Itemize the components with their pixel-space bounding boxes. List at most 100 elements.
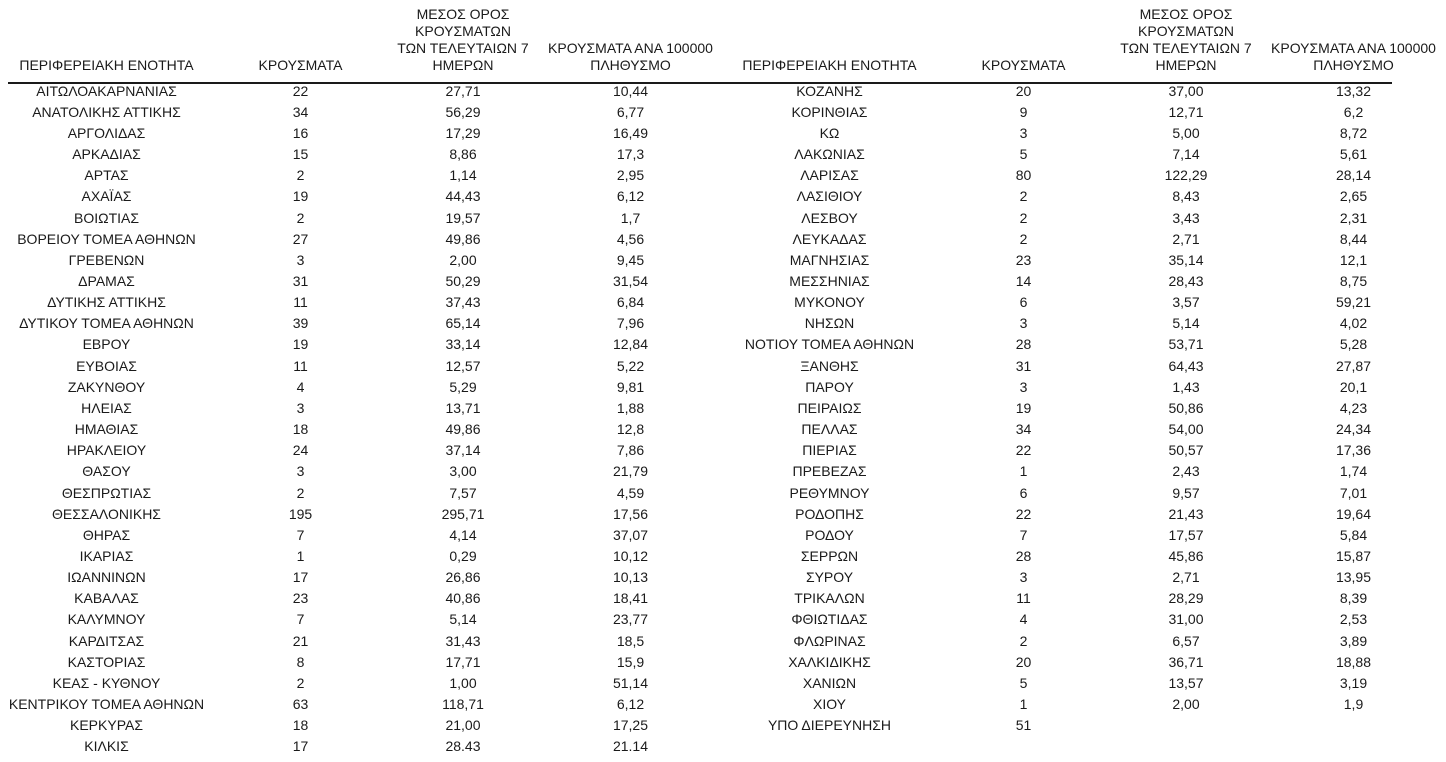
value-cell: 18,41 xyxy=(612,590,649,607)
value-cell: 4,59 xyxy=(616,484,645,501)
value-cell: 22 xyxy=(1015,505,1032,522)
value-cell: 2 xyxy=(1019,188,1028,205)
column-header-label: ΚΡΟΥΣΜΑΤΑ xyxy=(981,57,1066,73)
value-cell: 16,49 xyxy=(612,124,649,141)
value-cell: 5,84 xyxy=(1339,526,1368,543)
region-name-cell: ΚΕΝΤΡΙΚΟΥ ΤΟΜΕΑ ΑΘΗΝΩΝ xyxy=(8,696,205,713)
value-cell: 7,14 xyxy=(1172,146,1200,163)
column-header-cases: ΚΡΟΥΣΜΑΤΑ xyxy=(213,0,388,80)
column-header-label: ΚΡΟΥΣΜΑΤΑ ΑΝΑ 100000 ΠΛΗΘΥΣΜΟ xyxy=(548,40,713,73)
value-cell: 6,57 xyxy=(1172,632,1200,649)
value-cell: 7 xyxy=(1019,526,1028,543)
value-cell: 122,29 xyxy=(1164,167,1208,184)
value-cell: 5,14 xyxy=(1172,315,1200,332)
value-cell: 3 xyxy=(1019,569,1028,586)
column-header-region: ΠΕΡΙΦΕΡΕΙΑΚΗ ΕΝΟΤΗΤΑ xyxy=(0,0,213,80)
value-cell: 80 xyxy=(1015,167,1032,184)
region-name-cell: ΡΟΔΟΠΗΣ xyxy=(795,505,864,522)
value-cell: 5 xyxy=(1019,146,1028,163)
value-cell: 53,71 xyxy=(1168,336,1204,353)
value-cell: 7,01 xyxy=(1339,484,1368,501)
value-cell: 54,00 xyxy=(1168,421,1204,438)
value-cell: 7 xyxy=(296,526,305,543)
value-cell: 51,14 xyxy=(612,674,649,691)
column-header-label: ΜΕΣΟΣ ΟΡΟΣ ΚΡΟΥΣΜΑΤΩΝ ΤΩΝ ΤΕΛΕΥΤΑΙΩΝ 7 Η… xyxy=(397,6,529,73)
region-name-cell: ΑΡΚΑΔΙΑΣ xyxy=(72,146,141,163)
value-cell: 2 xyxy=(296,674,305,691)
value-cell: 21,00 xyxy=(445,717,481,734)
value-cell: 17 xyxy=(292,569,309,586)
value-cell: 19 xyxy=(292,336,309,353)
value-cell: 24 xyxy=(292,442,309,459)
value-cell: 118,71 xyxy=(442,696,484,713)
value-cell: 2 xyxy=(1019,209,1028,226)
value-cell: 21,43 xyxy=(1168,505,1204,522)
value-cell: 17,36 xyxy=(1335,442,1372,459)
value-cell: 20 xyxy=(1015,653,1032,670)
value-cell: 22 xyxy=(1015,442,1032,459)
value-cell: 31,43 xyxy=(445,632,481,649)
region-name-cell: ΚΑΒΑΛΑΣ xyxy=(74,590,139,607)
value-cell: 18 xyxy=(292,421,309,438)
value-cell: 3,89 xyxy=(1339,632,1368,649)
value-cell: 34 xyxy=(292,103,309,120)
region-name-cell: ΣΕΡΡΩΝ xyxy=(800,548,859,565)
value-cell: 6 xyxy=(1019,294,1028,311)
column-header-region: ΠΕΡΙΦΕΡΕΙΑΚΗ ΕΝΟΤΗΤΑ xyxy=(723,0,936,80)
region-name-cell: ΠΕΛΛΑΣ xyxy=(801,421,858,438)
column-header-7day-average: ΜΕΣΟΣ ΟΡΟΣ ΚΡΟΥΣΜΑΤΩΝ ΤΩΝ ΤΕΛΕΥΤΑΙΩΝ 7 Η… xyxy=(1111,0,1261,80)
value-cell: 3 xyxy=(296,463,305,480)
value-cell: 12,8 xyxy=(616,421,645,438)
region-name-cell: ΚΑΡΔΙΤΣΑΣ xyxy=(68,632,145,649)
value-cell: 28 xyxy=(1015,548,1032,565)
value-cell: 26,86 xyxy=(445,569,481,586)
region-name-cell: ΡΕΘΥΜΝΟΥ xyxy=(789,484,870,501)
value-cell: 21.14 xyxy=(612,738,649,755)
column-header-7day-average: ΜΕΣΟΣ ΟΡΟΣ ΚΡΟΥΣΜΑΤΩΝ ΤΩΝ ΤΕΛΕΥΤΑΙΩΝ 7 Η… xyxy=(388,0,538,80)
value-cell: 2 xyxy=(296,484,305,501)
region-name-cell: ΛΕΣΒΟΥ xyxy=(801,209,858,226)
region-name-cell: ΞΑΝΘΗΣ xyxy=(800,357,859,374)
value-cell: 5,61 xyxy=(1339,146,1368,163)
value-cell: 23 xyxy=(1015,251,1032,268)
column-header-cases: ΚΡΟΥΣΜΑΤΑ xyxy=(936,0,1111,80)
region-name-cell: ΚΩ xyxy=(819,124,840,141)
region-name-cell: ΚΕΑΣ - ΚΥΘΝΟΥ xyxy=(52,674,161,691)
value-cell: 50,86 xyxy=(1168,399,1204,416)
value-cell: 3,00 xyxy=(449,463,477,480)
region-name-cell: ΒΟΡΕΙΟΥ ΤΟΜΕΑ ΑΘΗΝΩΝ xyxy=(17,230,196,247)
header-underline xyxy=(8,82,1392,84)
region-name-cell: ΛΑΚΩΝΙΑΣ xyxy=(794,146,865,163)
region-name-cell: ΙΩΑΝΝΙΝΩΝ xyxy=(67,569,146,586)
region-name-cell: ΜΕΣΣΗΝΙΑΣ xyxy=(789,272,870,289)
value-cell: 27,71 xyxy=(445,82,481,99)
value-cell: 195 xyxy=(288,505,313,522)
value-cell: 1 xyxy=(1019,696,1028,713)
value-cell: 2 xyxy=(296,209,305,226)
value-cell: 2 xyxy=(1019,632,1028,649)
value-cell: 39 xyxy=(292,315,309,332)
value-cell: 56,29 xyxy=(445,103,481,120)
value-cell: 33,14 xyxy=(445,336,481,353)
value-cell: 31,00 xyxy=(1168,611,1204,628)
value-cell: 3,19 xyxy=(1339,674,1368,691)
region-name-cell: ΤΡΙΚΑΛΩΝ xyxy=(794,590,865,607)
value-cell: 7,96 xyxy=(616,315,645,332)
value-cell: 21 xyxy=(292,632,309,649)
value-cell: 10,13 xyxy=(612,569,649,586)
region-name-cell: ΜΑΓΝΗΣΙΑΣ xyxy=(789,251,870,268)
region-name-cell: ΠΡΕΒΕΖΑΣ xyxy=(792,463,867,480)
value-cell: 14 xyxy=(1015,272,1032,289)
value-cell: 63 xyxy=(292,696,309,713)
value-cell: 1,14 xyxy=(449,167,477,184)
value-cell: 21,79 xyxy=(612,463,649,480)
value-cell: 28.43 xyxy=(445,738,481,755)
region-name-cell: ΓΡΕΒΕΝΩΝ xyxy=(68,251,145,268)
value-cell: 37,43 xyxy=(445,294,481,311)
column-header-per-100000: ΚΡΟΥΣΜΑΤΑ ΑΝΑ 100000 ΠΛΗΘΥΣΜΟ xyxy=(538,0,723,80)
value-cell: 5,29 xyxy=(449,378,477,395)
region-name-cell: ΔΥΤΙΚΗΣ ΑΤΤΙΚΗΣ xyxy=(47,294,166,311)
value-cell: 27 xyxy=(292,230,309,247)
value-cell: 19 xyxy=(1015,399,1032,416)
